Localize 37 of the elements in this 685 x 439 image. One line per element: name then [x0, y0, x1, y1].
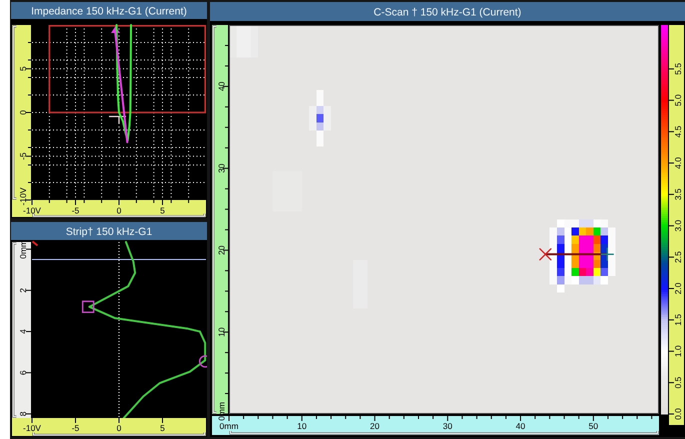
color-bar-label: 5.5 — [672, 62, 683, 75]
y-tick-label: 0 — [18, 110, 28, 115]
y-tick-label: 20 — [216, 245, 226, 255]
x-tick-label: 50 — [588, 421, 598, 431]
chart-title: Impedance 150 kHz-G1 (Current) — [31, 5, 187, 18]
y-tick-label: 40 — [216, 81, 226, 92]
color-bar-label: 4.5 — [672, 125, 683, 138]
color-bar-label: 0.5 — [672, 376, 683, 389]
color-bar-label: 3.5 — [672, 188, 683, 200]
x-tick-label: 0 — [116, 423, 122, 433]
y-tick-label: 30 — [216, 163, 226, 174]
x-tick-label: 5 — [160, 206, 166, 216]
x-tick-label: 30 — [442, 421, 453, 431]
x-tick-label: 20 — [370, 421, 380, 431]
y-tick-label: 8 — [18, 411, 28, 416]
x-tick-label: 5 — [160, 423, 166, 433]
color-bar-label: 1.5 — [672, 314, 683, 326]
y-tick-label: 5 — [18, 66, 28, 72]
y-tick-label: -5 — [18, 152, 28, 160]
chart-title: C-Scan † 150 kHz-G1 (Current) — [374, 6, 522, 18]
x-tick-label: 10 — [297, 421, 307, 431]
y-tick-label: 4 — [18, 328, 28, 334]
color-bar-label: 1.0 — [672, 345, 683, 358]
color-bar-label: 3.0 — [672, 220, 683, 232]
color-bar-label: 4.0 — [672, 156, 683, 169]
x-tick-label: 0 — [116, 206, 122, 216]
y-tick-label: 2 — [18, 288, 28, 293]
x-tick-label: 40 — [516, 421, 526, 431]
color-bar-label: 5.0 — [672, 94, 683, 106]
x-tick-label: -5 — [72, 423, 80, 433]
color-bar-label: 2.0 — [672, 282, 683, 294]
color-bar-label: 2.5 — [672, 250, 683, 264]
chart-title: Strip† 150 kHz-G1 — [66, 226, 152, 238]
x-tick-label: -5 — [72, 206, 80, 216]
y-tick-label: 10 — [216, 327, 226, 337]
y-tick-label: 6 — [18, 370, 28, 376]
color-bar-label: 0.0 — [672, 408, 683, 420]
